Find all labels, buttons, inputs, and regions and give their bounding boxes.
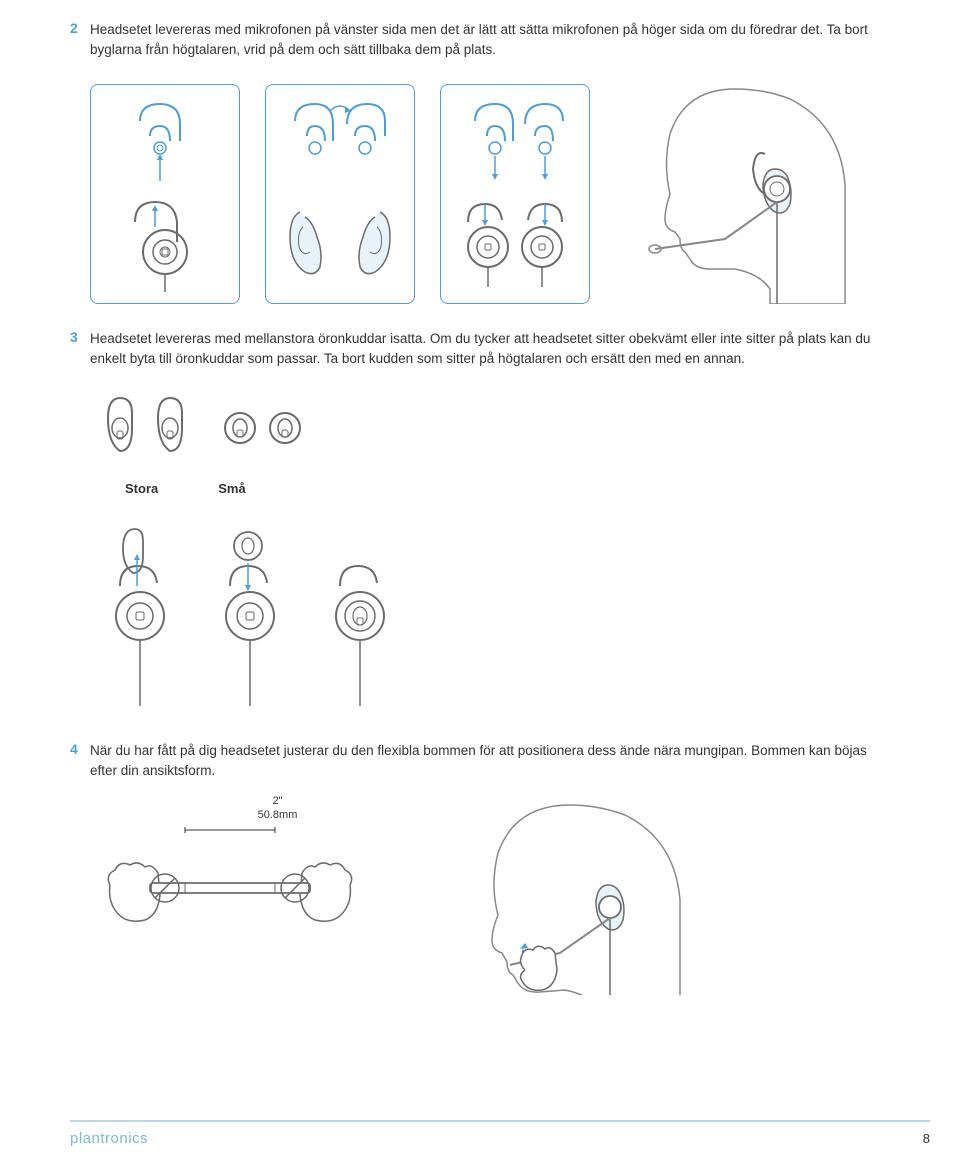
step-text: Headsetet levereras med mikrofonen på vä…	[90, 20, 890, 59]
earloop-insert-diagram	[450, 96, 580, 186]
earloop-pair-diagram	[275, 96, 405, 186]
page-number: 8	[923, 1131, 930, 1146]
earloop-diagram	[105, 96, 225, 186]
head-profile-diagram	[615, 74, 865, 304]
step-3: 3 Headsetet levereras med mellanstora ör…	[70, 329, 890, 368]
step-number: 3	[70, 329, 90, 368]
boom-bend-diagram	[90, 825, 370, 965]
eartips-diagram	[90, 383, 370, 468]
step-number: 4	[70, 741, 90, 780]
measurement-label: 2" 50.8mm	[258, 795, 298, 821]
step-2: 2 Headsetet levereras med mikrofonen på …	[70, 20, 890, 59]
diagram-panel	[265, 84, 415, 304]
earpiece-pair-diagram	[450, 192, 580, 292]
earpiece-assembly-diagram	[90, 511, 440, 711]
step-text: Headsetet levereras med mellanstora öron…	[90, 329, 890, 368]
measurement-inches: 2"	[258, 795, 298, 808]
page-footer: plantronics 8	[70, 1120, 930, 1147]
measurement-mm: 50.8mm	[258, 809, 298, 822]
head-boom-adjust-diagram	[430, 795, 710, 995]
size-label-large: Stora	[125, 481, 158, 496]
step-text: När du har fått på dig headsetet justera…	[90, 741, 890, 780]
ear-pair-diagram	[275, 192, 405, 292]
step-3-illustrations: Stora Små	[90, 383, 890, 716]
size-label-small: Små	[218, 481, 245, 496]
step-4: 4 När du har fått på dig headsetet juste…	[70, 741, 890, 780]
step-4-illustrations: 2" 50.8mm	[90, 795, 890, 995]
step-2-illustrations	[90, 74, 890, 304]
brand-logo: plantronics	[70, 1130, 148, 1147]
diagram-panel	[90, 84, 240, 304]
earpiece-diagram	[105, 192, 225, 292]
step-number: 2	[70, 20, 90, 59]
diagram-panel	[440, 84, 590, 304]
